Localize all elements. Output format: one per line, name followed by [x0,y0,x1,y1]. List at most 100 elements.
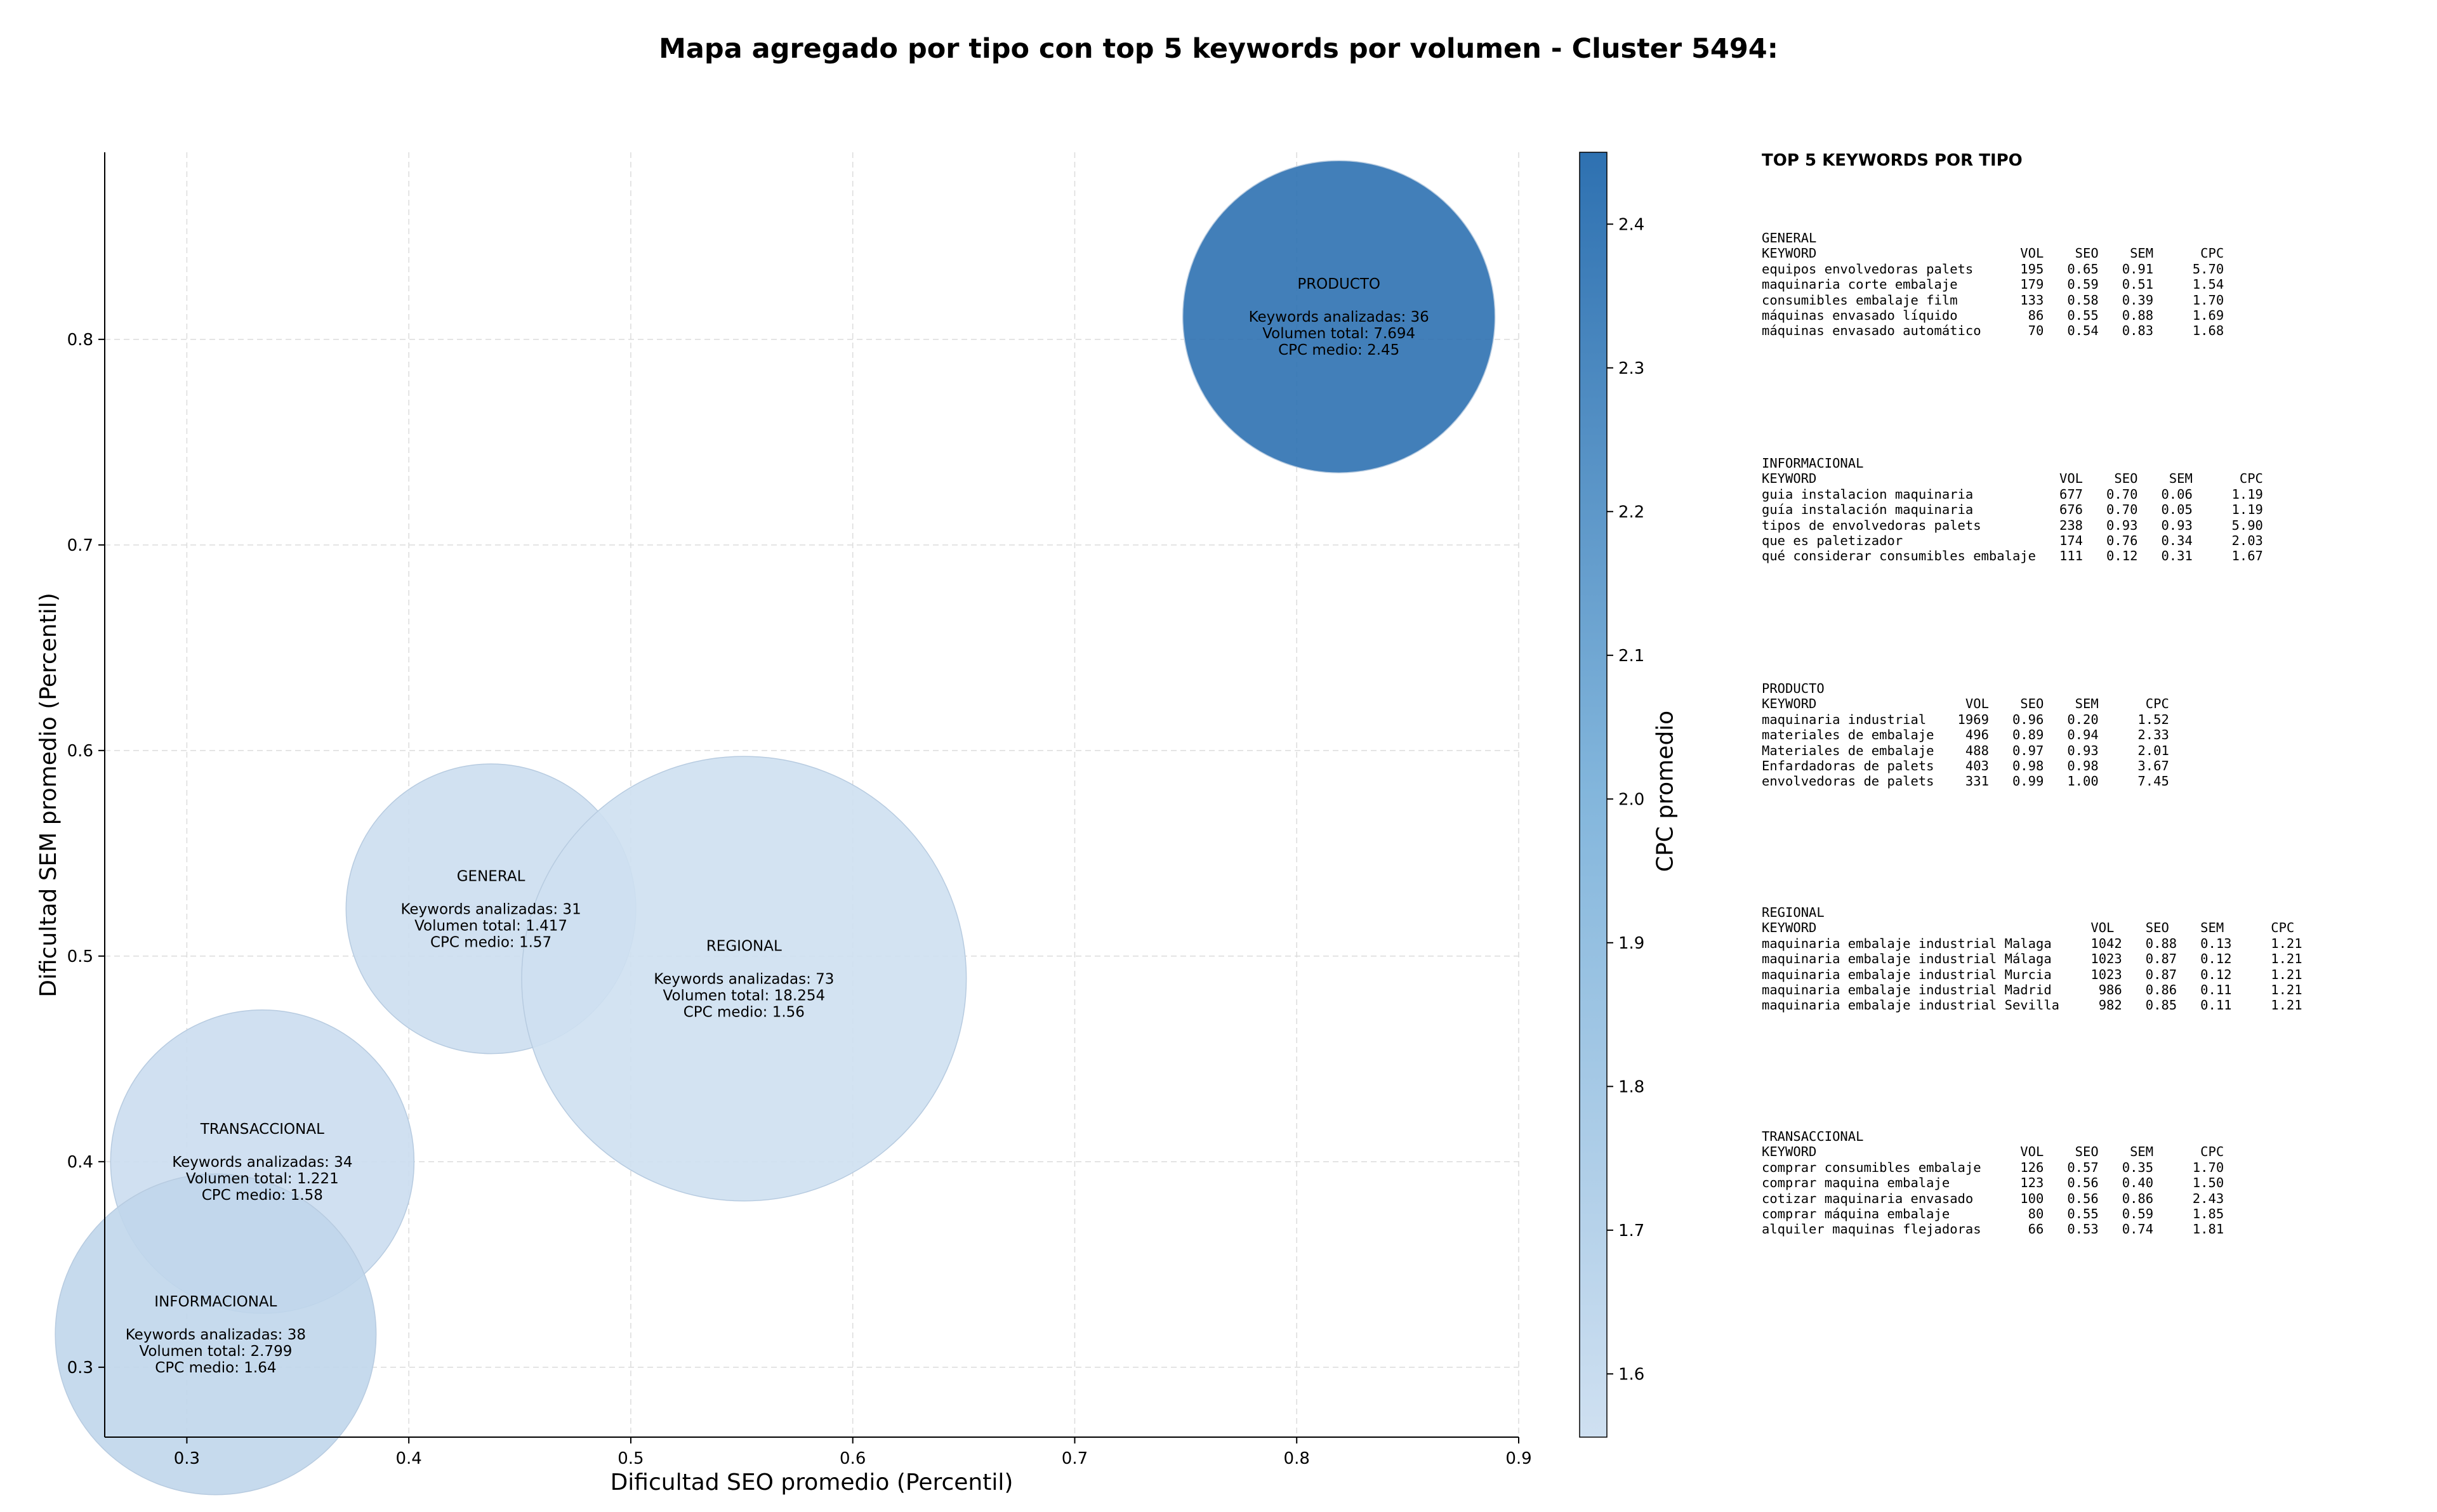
keyword-table-row: equipos envolvedoras palets 195 0.65 0.9… [1762,261,2224,277]
bubble-label: CPC medio: 1.64 [155,1360,276,1376]
x-axis-label: Dificultad SEO promedio (Percentil) [611,1469,1014,1496]
bubble-regional [521,756,967,1202]
keyword-table-type: REGIONAL [1762,905,1825,920]
keyword-table-row: maquinaria embalaje industrial Malaga 10… [1762,935,2302,951]
keyword-table-row: maquinaria embalaje industrial Sevilla 9… [1762,997,2302,1013]
bubble-label: GENERAL [457,868,525,884]
colorbar-tick-label: 2.3 [1618,359,1644,378]
colorbar-tick-label: 2.0 [1618,790,1644,809]
x-tick-label: 0.3 [174,1449,200,1468]
keyword-table-general: GENERAL KEYWORD VOL SEO SEM CPC equipos en… [1762,230,2224,339]
keyword-table-row: tipos de envolvedoras palets 238 0.93 0.… [1762,517,2263,533]
panel-title: TOP 5 KEYWORDS POR TIPO [1762,151,2023,170]
x-tick-label: 0.6 [840,1449,866,1468]
keyword-table-informacional: INFORMACIONAL KEYWORD VOL SEO SEM CPC guia… [1762,456,2263,564]
keyword-table-row: qué considerar consumibles embalaje 111 … [1762,548,2263,564]
keyword-table-type: TRANSACCIONAL [1762,1129,1864,1144]
keyword-table-row: comprar consumibles embalaje 126 0.57 0.… [1762,1159,2224,1175]
keyword-table-row: consumibles embalaje film 133 0.58 0.39 … [1762,292,2224,308]
bubble-label: PRODUCTO [1297,276,1380,293]
keyword-table-row: guia instalacion maquinaria 677 0.70 0.0… [1762,486,2263,502]
bubble-label: REGIONAL [706,938,782,954]
bubble-label: Keywords analizadas: 73 [654,971,834,987]
keyword-table-row: que es paletizador 174 0.76 0.34 2.03 [1762,533,2263,549]
x-tick-label: 0.7 [1062,1449,1088,1468]
keyword-table-row: maquinaria corte embalaje 179 0.59 0.51 … [1762,277,2224,293]
colorbar-tick-label: 1.9 [1618,934,1644,953]
bubble-producto [1182,160,1496,473]
ticks: 0.3 0.4 0.5 0.6 0.7 0.8 0.9 0.3 0.4 0.5 0.6 0.7 0.8 [67,331,1532,1468]
bubble-label: CPC medio: 1.57 [430,934,551,950]
bubble-label: CPC medio: 2.45 [1278,342,1399,358]
keyword-table-row: maquinaria embalaje industrial Madrid 98… [1762,982,2302,998]
keyword-table-producto: PRODUCTO KEYWORD VOL SEO SEM CPC maquinari… [1762,681,2169,789]
keyword-table-row: comprar maquina embalaje 123 0.56 0.40 1… [1762,1175,2224,1191]
keyword-table-row: comprar máquina embalaje 80 0.55 0.59 1.… [1762,1206,2224,1222]
y-tick-label: 0.8 [67,331,93,350]
keyword-table-header: KEYWORD VOL SEO SEM CPC [1762,920,2295,936]
colorbar-ticks: 1.6 1.7 1.8 1.9 2.0 2.1 2.2 2.3 2.4 [1607,215,1644,1384]
colorbar-gradient [1579,152,1608,1438]
y-tick-label: 0.3 [67,1358,93,1377]
keyword-table-row: cotizar maquinaria envasado 100 0.56 0.8… [1762,1190,2224,1206]
keyword-table-type: GENERAL [1762,230,1817,246]
keyword-table-type: PRODUCTO [1762,681,1825,696]
bubble-circles [55,160,1496,1496]
keyword-table-row: máquinas envasado líquido 86 0.55 0.88 1… [1762,308,2224,324]
keyword-table-row: máquinas envasado automático 70 0.54 0.8… [1762,323,2224,339]
bubble-label: CPC medio: 1.56 [684,1004,805,1020]
bubble-label: INFORMACIONAL [154,1294,277,1310]
y-tick-label: 0.6 [67,742,93,761]
keyword-table-row: maquinaria industrial 1969 0.96 0.20 1.5… [1762,711,2169,727]
y-tick-label: 0.7 [67,536,93,555]
bubble-label: Volumen total: 2.799 [139,1343,292,1360]
keyword-table-header: KEYWORD VOL SEO SEM CPC [1762,246,2224,261]
bubble-label: Volumen total: 1.417 [414,917,567,934]
keyword-table-type: INFORMACIONAL [1762,456,1864,471]
bubble-label: Volumen total: 1.221 [186,1171,339,1187]
colorbar-tick-label: 1.8 [1618,1077,1644,1096]
keyword-table-header: KEYWORD VOL SEO SEM CPC [1762,471,2263,487]
bubble-label: CPC medio: 1.58 [202,1187,323,1204]
x-tick-label: 0.5 [618,1449,644,1468]
bubble-label: Volumen total: 18.254 [663,987,826,1004]
keyword-table-row: Materiales de embalaje 488 0.97 0.93 2.0… [1762,742,2169,758]
keyword-table-row: guía instalación maquinaria 676 0.70 0.0… [1762,502,2263,518]
keyword-table-row: maquinaria embalaje industrial Murcia 10… [1762,966,2302,982]
keyword-table-header: KEYWORD VOL SEO SEM CPC [1762,696,2169,712]
keywords-panel: TOP 5 KEYWORDS POR TIPO GENERAL KEYWORD V… [1762,151,2422,1237]
bubble-label: TRANSACCIONAL [200,1121,324,1138]
bubble-label: Keywords analizadas: 31 [400,901,581,917]
keyword-table-transaccional: TRANSACCIONAL KEYWORD VOL SEO SEM CPC comp… [1762,1129,2224,1237]
keyword-table-row: maquinaria embalaje industrial Málaga 10… [1762,951,2302,967]
x-tick-label: 0.8 [1284,1449,1310,1468]
colorbar: 1.6 1.7 1.8 1.9 2.0 2.1 2.2 2.3 2.4 [1579,152,1644,1438]
colorbar-label: CPC promedio [1652,710,1679,872]
axes [104,152,1519,1438]
bubble-label: Volumen total: 7.694 [1262,325,1415,342]
keyword-table-row: envolvedoras de palets 331 0.99 1.00 7.4… [1762,773,2169,789]
x-tick-label: 0.9 [1505,1449,1531,1468]
colorbar-tick-label: 2.1 [1618,647,1644,666]
colorbar-tick-label: 2.4 [1618,215,1644,234]
keyword-table-regional: REGIONAL KEYWORD VOL SEO SEM CPC maquinari… [1762,905,2302,1013]
bubble-label: Keywords analizadas: 38 [126,1327,306,1343]
y-axis-label: Dificultad SEM promedio (Percentil) [36,593,62,997]
keyword-table-row: Enfardadoras de palets 403 0.98 0.98 3.6… [1762,758,2169,774]
y-tick-label: 0.4 [67,1153,93,1172]
keyword-table-row: alquiler maquinas flejadoras 66 0.53 0.7… [1762,1221,2224,1237]
keyword-table-header: KEYWORD VOL SEO SEM CPC [1762,1144,2224,1160]
y-tick-label: 0.5 [67,947,93,966]
bubble-label: Keywords analizadas: 36 [1249,309,1429,325]
colorbar-tick-label: 1.6 [1618,1365,1644,1384]
colorbar-tick-label: 1.7 [1618,1221,1644,1240]
chart-title: Mapa agregado por tipo con top 5 keyword… [659,33,1778,65]
colorbar-tick-label: 2.2 [1618,503,1644,522]
bubble-label: Keywords analizadas: 34 [172,1154,352,1171]
bubble-informacional [55,1173,377,1496]
x-tick-label: 0.4 [395,1449,421,1468]
keyword-table-row: materiales de embalaje 496 0.89 0.94 2.3… [1762,727,2169,743]
